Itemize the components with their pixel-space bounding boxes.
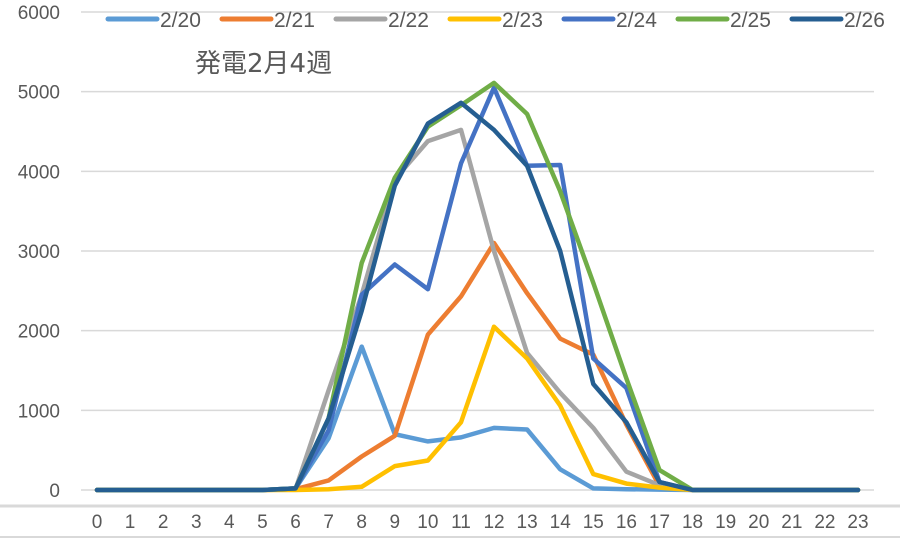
x-tick-label: 23 bbox=[847, 512, 868, 533]
x-tick-label: 4 bbox=[224, 512, 235, 533]
x-tick-label: 22 bbox=[814, 512, 835, 533]
legend-item-2-21: 2/21 bbox=[219, 9, 315, 32]
legend-item-2-26: 2/26 bbox=[789, 9, 885, 32]
x-tick-label: 16 bbox=[616, 512, 637, 533]
x-tick-label: 20 bbox=[748, 512, 769, 533]
x-tick-label: 17 bbox=[649, 512, 670, 533]
legend-label: 2/21 bbox=[274, 9, 315, 32]
y-tick-label: 0 bbox=[49, 481, 60, 502]
y-axis: 0 1000 2000 3000 4000 5000 6000 bbox=[18, 3, 60, 502]
legend-item-2-22: 2/22 bbox=[333, 9, 429, 32]
x-tick-label: 18 bbox=[682, 512, 703, 533]
y-tick-label: 1000 bbox=[18, 401, 60, 422]
x-tick-label: 14 bbox=[550, 512, 572, 533]
x-tick-label: 1 bbox=[125, 512, 136, 533]
legend-label: 2/26 bbox=[844, 9, 885, 32]
x-tick-label: 21 bbox=[781, 512, 802, 533]
y-tick-label: 3000 bbox=[18, 242, 60, 263]
x-tick-label: 0 bbox=[92, 512, 103, 533]
y-tick-label: 2000 bbox=[18, 322, 60, 343]
x-tick-label: 13 bbox=[517, 512, 538, 533]
x-tick-label: 15 bbox=[583, 512, 604, 533]
x-tick-label: 12 bbox=[483, 512, 504, 533]
legend-label: 2/23 bbox=[502, 9, 543, 32]
series-line-2-26 bbox=[94, 100, 861, 493]
x-tick-label: 9 bbox=[389, 512, 400, 533]
x-tick-label: 7 bbox=[323, 512, 334, 533]
x-tick-label: 5 bbox=[257, 512, 268, 533]
series-line-2-25 bbox=[94, 80, 861, 493]
y-tick-label: 5000 bbox=[18, 83, 60, 104]
x-tick-label: 2 bbox=[158, 512, 169, 533]
legend: 2/20 2/21 2/22 2/23 2/24 2/25 2/26 bbox=[105, 9, 885, 32]
legend-label: 2/20 bbox=[160, 9, 201, 32]
series-line-2-23 bbox=[94, 324, 861, 493]
x-tick-label: 10 bbox=[417, 512, 438, 533]
series-line-2-21 bbox=[94, 240, 861, 493]
legend-label: 2/25 bbox=[730, 9, 771, 32]
chart-title: 発電2月4週 bbox=[195, 49, 332, 79]
gridlines bbox=[0, 11, 900, 538]
legend-item-2-23: 2/23 bbox=[447, 9, 543, 32]
legend-item-2-20: 2/20 bbox=[105, 9, 201, 32]
y-tick-label: 6000 bbox=[18, 3, 60, 24]
legend-label: 2/24 bbox=[616, 9, 657, 32]
y-tick-label: 4000 bbox=[18, 162, 60, 183]
series-line-2-22 bbox=[94, 127, 861, 493]
legend-label: 2/22 bbox=[388, 9, 429, 32]
x-tick-label: 11 bbox=[451, 512, 471, 533]
x-tick-label: 8 bbox=[356, 512, 367, 533]
legend-item-2-25: 2/25 bbox=[675, 9, 771, 32]
x-tick-label: 3 bbox=[191, 512, 202, 533]
series-lines bbox=[94, 80, 861, 493]
x-tick-label: 19 bbox=[715, 512, 736, 533]
x-tick-label: 6 bbox=[290, 512, 301, 533]
legend-item-2-24: 2/24 bbox=[561, 9, 657, 32]
x-axis: 0 1 2 3 4 5 6 7 8 9 10 11 12 13 14 15 16 17 18 19 20 21 22 23 bbox=[92, 512, 869, 533]
series-line-2-24 bbox=[94, 85, 861, 493]
